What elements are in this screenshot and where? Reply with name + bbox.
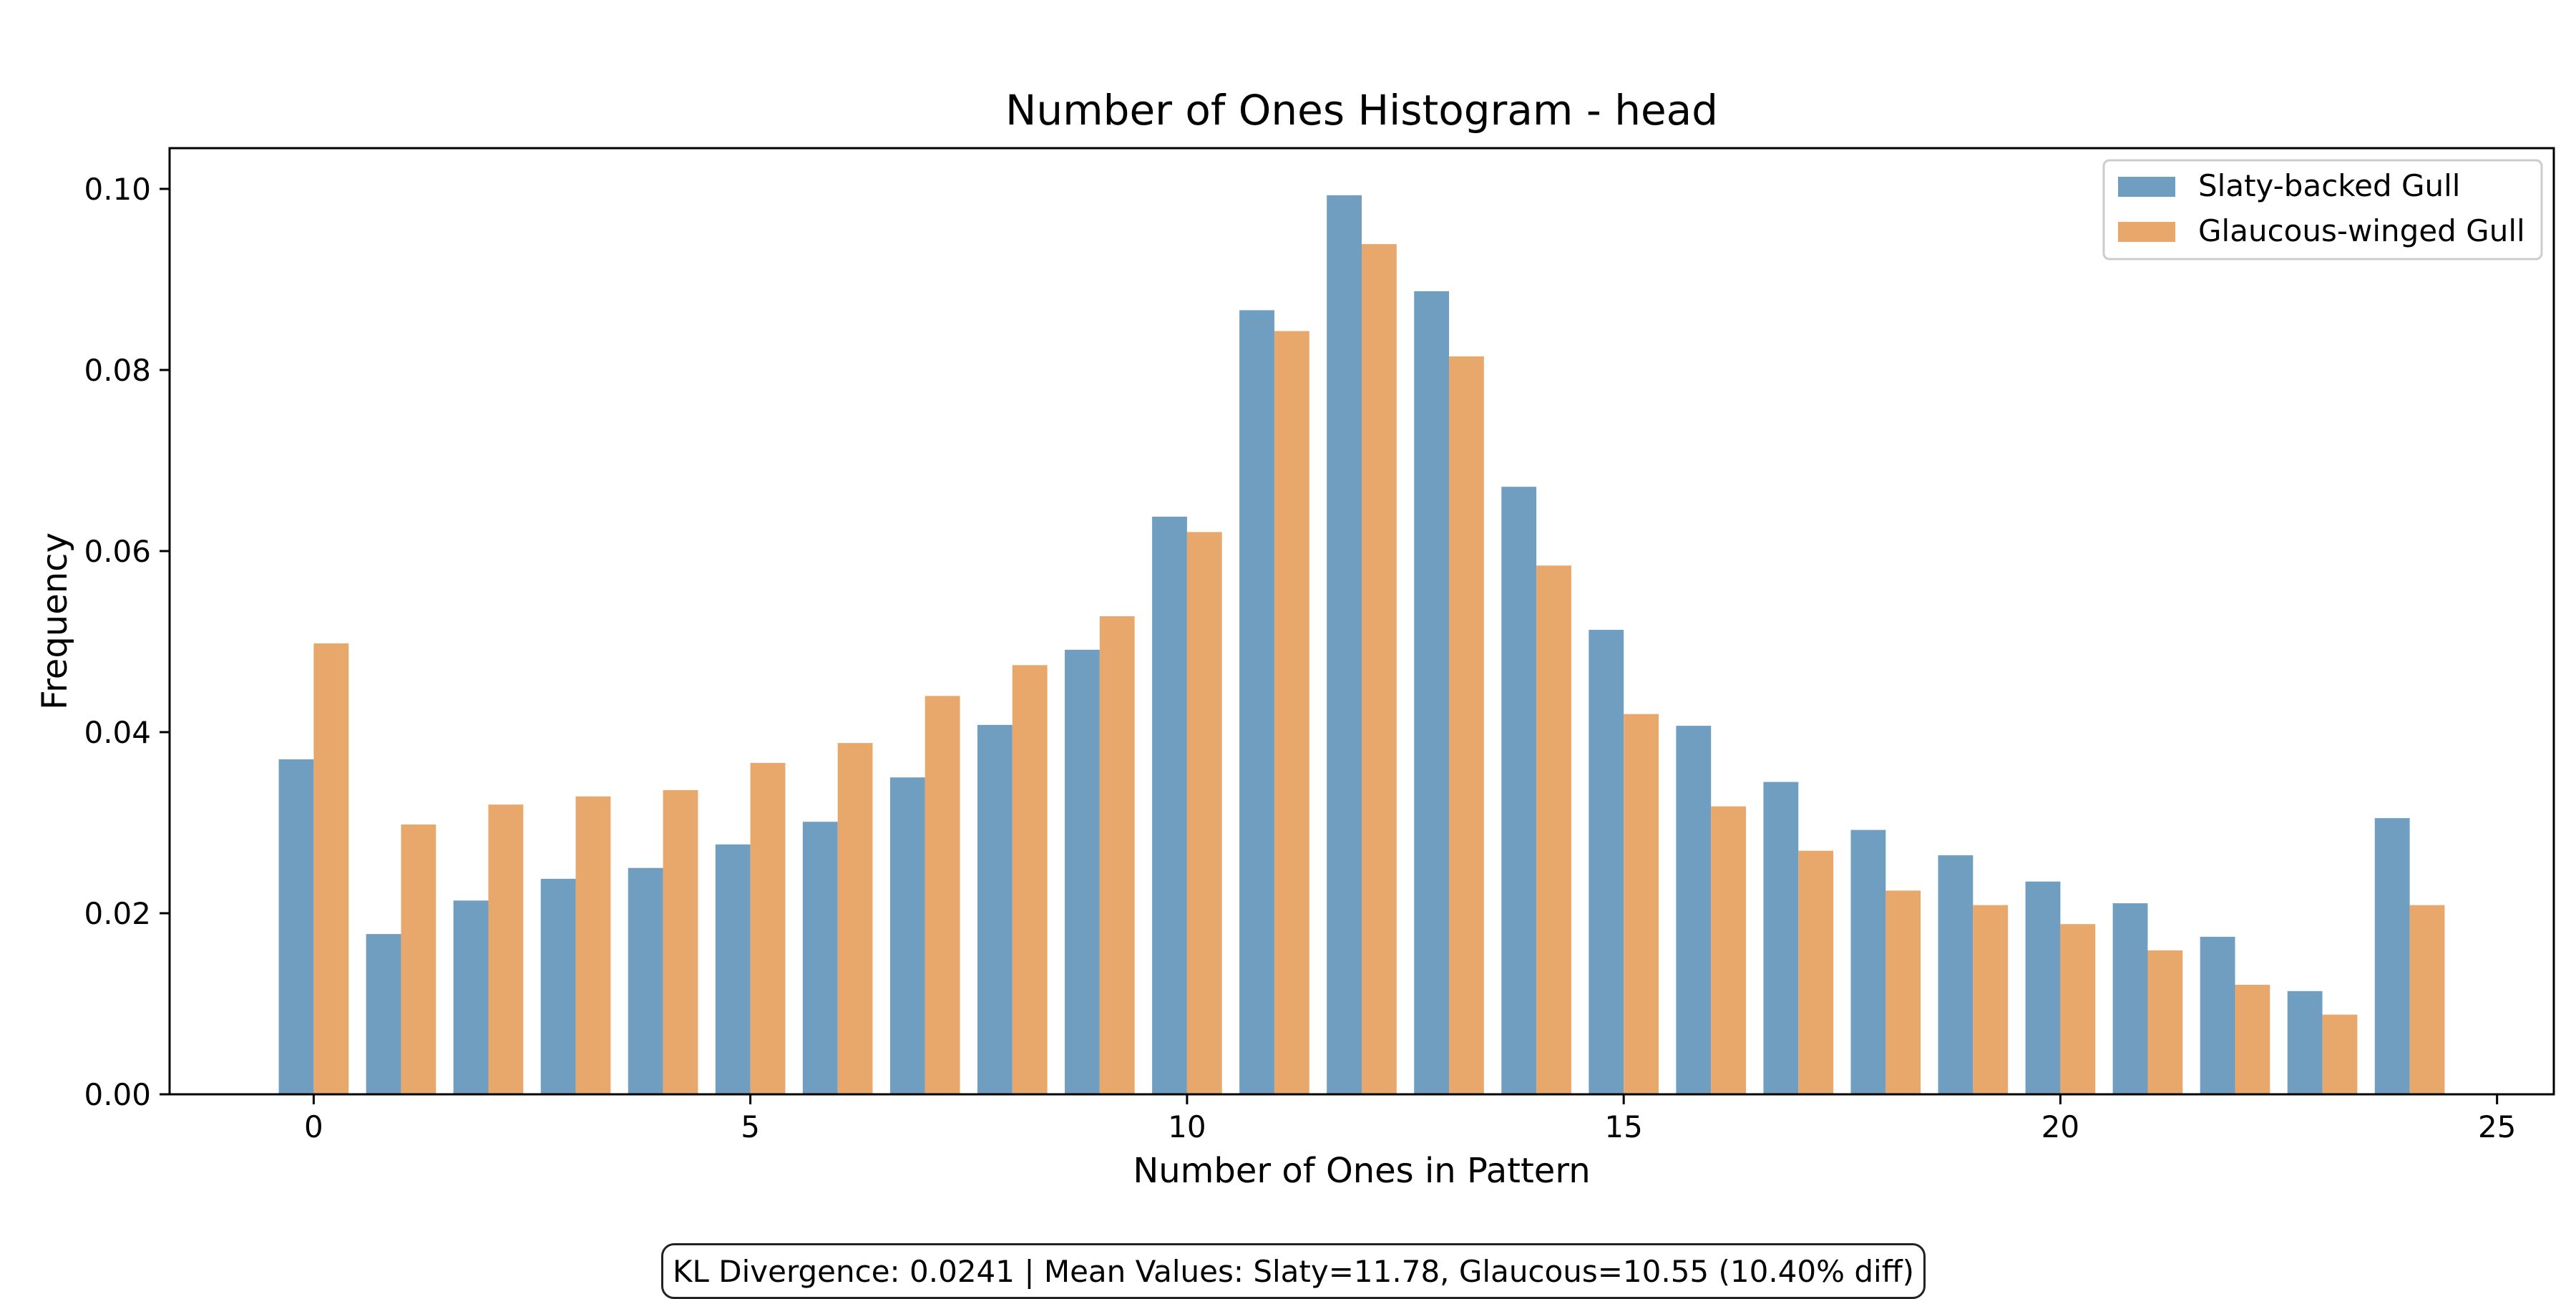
bar-slaty-backed-gull-12 [1327, 195, 1362, 1095]
bar-glaucous-winged-gull-18 [1885, 890, 1921, 1094]
bar-glaucous-winged-gull-15 [1624, 714, 1659, 1094]
bars-group [278, 195, 2445, 1095]
legend-label-glaucous-winged-gull: Glaucous-winged Gull [2198, 213, 2525, 248]
bar-slaty-backed-gull-4 [628, 867, 663, 1094]
bar-slaty-backed-gull-2 [453, 900, 489, 1094]
x-tick-label-0: 0 [304, 1109, 323, 1144]
bar-glaucous-winged-gull-13 [1449, 356, 1484, 1094]
bar-glaucous-winged-gull-6 [837, 743, 873, 1094]
bar-glaucous-winged-gull-8 [1012, 665, 1048, 1094]
stats-footer-text: KL Divergence: 0.0241 | Mean Values: Sla… [672, 1253, 1915, 1289]
legend-swatch-glaucous-winged-gull [2118, 222, 2175, 242]
bar-slaty-backed-gull-11 [1239, 310, 1274, 1094]
y-axis-ticks: 0.00 0.02 0.04 0.06 0.08 0.10 [84, 172, 170, 1112]
bar-glaucous-winged-gull-0 [313, 643, 349, 1094]
bar-slaty-backed-gull-13 [1414, 291, 1450, 1094]
bar-glaucous-winged-gull-5 [750, 762, 786, 1094]
bar-glaucous-winged-gull-20 [2060, 924, 2096, 1094]
bar-glaucous-winged-gull-9 [1099, 616, 1135, 1094]
bar-glaucous-winged-gull-12 [1362, 244, 1397, 1094]
bar-slaty-backed-gull-1 [366, 934, 401, 1094]
bar-slaty-backed-gull-21 [2112, 903, 2148, 1094]
plot-frame [168, 147, 2555, 1096]
y-tick-label-0: 0.00 [84, 1077, 151, 1112]
x-tick-label-20: 20 [2041, 1109, 2079, 1144]
legend-label-slaty-backed-gull: Slaty-backed Gull [2198, 168, 2460, 203]
bar-glaucous-winged-gull-11 [1274, 331, 1309, 1095]
bar-glaucous-winged-gull-23 [2322, 1014, 2358, 1094]
legend-swatch-slaty-backed-gull [2118, 177, 2175, 197]
bar-slaty-backed-gull-24 [2374, 818, 2410, 1094]
legend-frame [2102, 159, 2543, 261]
bar-slaty-backed-gull-18 [1850, 829, 1886, 1094]
legend: Slaty-backed Gull Glaucous-winged Gull [2102, 159, 2543, 261]
bar-glaucous-winged-gull-10 [1186, 532, 1222, 1094]
bar-glaucous-winged-gull-4 [663, 789, 698, 1094]
y-tick-label-4: 0.08 [84, 353, 151, 388]
bar-glaucous-winged-gull-22 [2235, 984, 2270, 1094]
bar-slaty-backed-gull-23 [2287, 991, 2323, 1094]
bar-glaucous-winged-gull-3 [575, 796, 611, 1094]
bar-slaty-backed-gull-14 [1501, 487, 1537, 1094]
bar-slaty-backed-gull-6 [802, 822, 838, 1094]
y-tick-label-3: 0.06 [84, 534, 151, 569]
bar-slaty-backed-gull-16 [1676, 726, 1712, 1094]
bar-slaty-backed-gull-10 [1152, 516, 1187, 1094]
y-tick-label-5: 0.10 [84, 172, 151, 207]
bar-glaucous-winged-gull-1 [401, 824, 436, 1094]
bar-slaty-backed-gull-8 [977, 724, 1013, 1094]
x-tick-label-5: 5 [741, 1109, 760, 1144]
x-tick-label-10: 10 [1168, 1109, 1206, 1144]
x-axis-label: Number of Ones in Pattern [1133, 1151, 1590, 1191]
bar-slaty-backed-gull-5 [715, 844, 751, 1094]
chart-title: Number of Ones Histogram - head [1005, 86, 1718, 135]
x-tick-label-25: 25 [2478, 1109, 2516, 1144]
bar-slaty-backed-gull-15 [1589, 630, 1624, 1094]
bar-slaty-backed-gull-19 [1938, 855, 1974, 1094]
bar-slaty-backed-gull-17 [1763, 782, 1799, 1094]
bar-slaty-backed-gull-22 [2200, 936, 2235, 1094]
bar-slaty-backed-gull-3 [540, 878, 576, 1094]
y-axis-label: Frequency [35, 532, 75, 710]
stats-footer-box: KL Divergence: 0.0241 | Mean Values: Sla… [661, 1243, 1926, 1299]
y-tick-label-2: 0.04 [84, 715, 151, 750]
bar-slaty-backed-gull-7 [889, 777, 925, 1094]
bar-slaty-backed-gull-20 [2025, 881, 2061, 1094]
x-axis-ticks: 0 5 10 15 20 25 [304, 1094, 2516, 1144]
bar-glaucous-winged-gull-19 [1973, 905, 2009, 1094]
bar-glaucous-winged-gull-16 [1711, 806, 1747, 1094]
bar-slaty-backed-gull-0 [278, 759, 314, 1094]
bar-glaucous-winged-gull-14 [1536, 565, 1571, 1094]
bar-slaty-backed-gull-9 [1065, 649, 1100, 1094]
y-tick-label-1: 0.02 [84, 896, 151, 931]
bar-glaucous-winged-gull-2 [488, 804, 524, 1094]
bar-glaucous-winged-gull-24 [2409, 905, 2445, 1094]
bar-glaucous-winged-gull-7 [924, 696, 960, 1094]
bar-glaucous-winged-gull-21 [2147, 950, 2183, 1094]
bar-glaucous-winged-gull-17 [1798, 850, 1834, 1094]
x-tick-label-15: 15 [1604, 1109, 1642, 1144]
